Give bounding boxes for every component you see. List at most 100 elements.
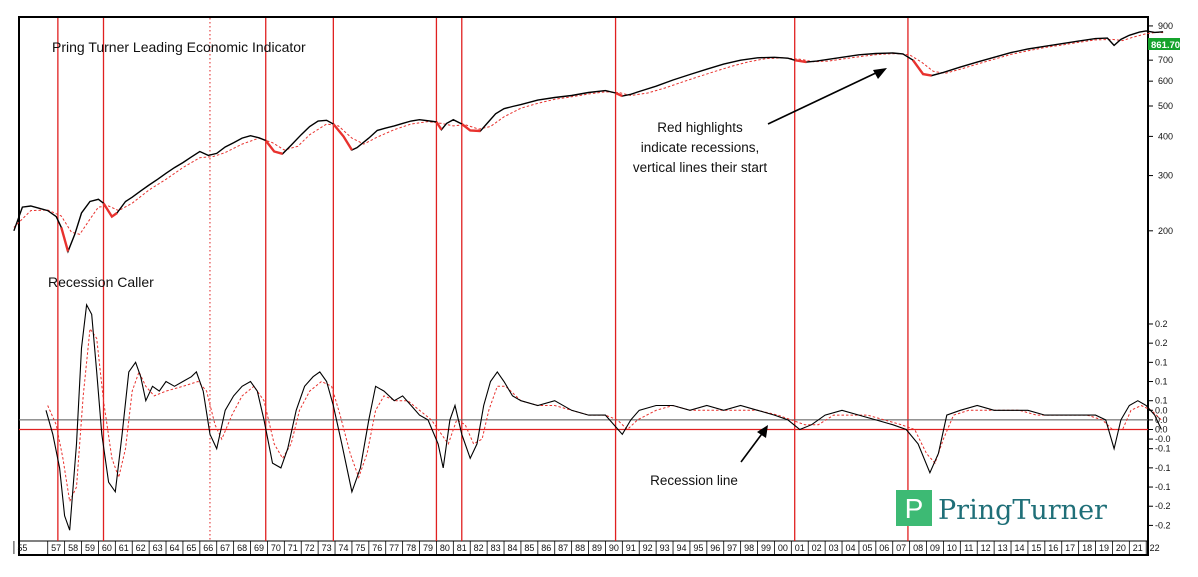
- recession-caller-panel: [19, 302, 1162, 531]
- x-tick-label-26: 82: [474, 543, 484, 553]
- x-tick-label-54: 10: [947, 543, 957, 553]
- caller-y-tick-label-0: 0.2: [1155, 319, 1168, 329]
- indicator-y-axis: 200300400500600700800900: [1148, 21, 1173, 236]
- x-tick-label-17: 73: [322, 543, 332, 553]
- caller-y-tick-label-8: -0.0: [1155, 434, 1171, 444]
- recession-caller-title: Recession Caller: [48, 274, 154, 290]
- caller-y-tick-label-5: 0.0: [1155, 405, 1168, 415]
- annotation-line-3: vertical lines their start: [633, 160, 768, 175]
- recession-highlight-8: [912, 59, 932, 77]
- indicator-y-tick-label-0: 200: [1158, 226, 1173, 236]
- annotation-arrow-head: [873, 68, 887, 79]
- x-tick-label-19: 75: [355, 543, 365, 553]
- x-tick-label-50: 06: [879, 543, 889, 553]
- recession-line-label: Recession line: [650, 473, 738, 488]
- x-tick-label-33: 89: [592, 543, 602, 553]
- x-tick-label-57: 13: [998, 543, 1008, 553]
- plot-frame: [18, 16, 1149, 556]
- x-tick-label-48: 04: [845, 543, 855, 553]
- x-tick-label-2: 58: [68, 543, 78, 553]
- x-tick-label-16: 72: [305, 543, 315, 553]
- x-tick-label-49: 05: [862, 543, 872, 553]
- x-tick-label-8: 64: [169, 543, 179, 553]
- recession-line-annotation: Recession line: [650, 425, 768, 488]
- x-tick-label-1: 57: [51, 543, 61, 553]
- x-tick-label-24: 80: [440, 543, 450, 553]
- x-tick-label-65: 21: [1133, 543, 1143, 553]
- x-tick-label-36: 92: [643, 543, 653, 553]
- recession-line-arrow-head: [757, 425, 768, 438]
- x-tick-label-46: 02: [812, 543, 822, 553]
- x-tick-label-64: 20: [1116, 543, 1126, 553]
- x-tick-label-45: 01: [795, 543, 805, 553]
- indicator-moving-average-line: [13, 31, 1164, 235]
- x-tick-label-41: 97: [727, 543, 737, 553]
- recession-highlight-0: [60, 227, 70, 252]
- recession-highlight-2: [264, 139, 283, 155]
- caller-y-tick-label-10: -0.1: [1155, 463, 1171, 473]
- x-tick-label-10: 66: [203, 543, 213, 553]
- x-tick-label-34: 90: [609, 543, 619, 553]
- recession-start-lines: [57, 18, 909, 541]
- x-tick-label-51: 07: [896, 543, 906, 553]
- recession-caller-signal-line: [47, 327, 1162, 504]
- last-value-badge: 861.70: [1148, 38, 1180, 51]
- x-tick-label-3: 59: [85, 543, 95, 553]
- x-tick-label-39: 95: [693, 543, 703, 553]
- x-tick-label-42: 98: [744, 543, 754, 553]
- x-tick-label-18: 74: [338, 543, 348, 553]
- caller-y-tick-label-3: 0.1: [1155, 377, 1168, 387]
- recession-highlight-5: [461, 123, 481, 133]
- annotation-arrow-shaft: [767, 70, 881, 125]
- x-tick-label-62: 18: [1082, 543, 1092, 553]
- x-tick-label-52: 08: [913, 543, 923, 553]
- logo-wordmark: PringTurner: [938, 495, 1107, 526]
- x-tick-label-25: 81: [457, 543, 467, 553]
- caller-y-tick-label-13: -0.2: [1155, 520, 1171, 530]
- x-tick-label-63: 19: [1099, 543, 1109, 553]
- indicator-title: Pring Turner Leading Economic Indicator: [52, 39, 306, 55]
- last-value-background: [1148, 38, 1180, 50]
- x-tick-label-20: 76: [372, 543, 382, 553]
- x-tick-label-6: 62: [136, 543, 146, 553]
- x-tick-label-32: 88: [575, 543, 585, 553]
- x-tick-label-23: 79: [423, 543, 433, 553]
- recession-highlight-1: [102, 202, 118, 219]
- indicator-panel: [13, 30, 1164, 254]
- recession-line-arrow-shaft: [740, 430, 765, 463]
- indicator-y-tick-label-3: 500: [1158, 101, 1173, 111]
- caller-y-tick-label-2: 0.1: [1155, 357, 1168, 367]
- annotation-line-1: Red highlights: [657, 120, 743, 135]
- indicator-y-tick-label-7: 900: [1158, 21, 1173, 31]
- x-tick-label-43: 99: [761, 543, 771, 553]
- recession-highlight-6: [615, 91, 623, 98]
- x-tick-label-47: 03: [829, 543, 839, 553]
- x-tick-label-13: 69: [254, 543, 264, 553]
- x-tick-label-0: 55: [17, 543, 27, 553]
- year-axis: 55 57 58 59 60 61 62 63 64 65 66 67 68 69 70 71 72 73 74 75…: [13, 541, 1160, 554]
- caller-y-tick-label-1: 0.2: [1155, 338, 1168, 348]
- x-tick-label-27: 83: [491, 543, 501, 553]
- x-tick-label-21: 77: [389, 543, 399, 553]
- x-tick-label-60: 16: [1048, 543, 1058, 553]
- indicator-y-tick-label-5: 700: [1158, 55, 1173, 65]
- x-tick-label-15: 71: [288, 543, 298, 553]
- x-tick-label-59: 15: [1031, 543, 1041, 553]
- x-tick-label-7: 63: [153, 543, 163, 553]
- caller-y-tick-label-9: -0.1: [1155, 444, 1171, 454]
- caller-y-tick-label-12: -0.2: [1155, 501, 1171, 511]
- last-value-label: 861.70: [1151, 40, 1180, 51]
- x-tick-label-66: 22: [1150, 543, 1160, 553]
- recessions-annotation: Red highlights indicate recessions, vert…: [633, 68, 887, 175]
- x-tick-label-9: 65: [186, 543, 196, 553]
- x-tick-label-37: 93: [660, 543, 670, 553]
- recession-caller-y-axis: 0.20.20.10.10.10.00.00.0-0.0-0.1-0.1-0.1…: [1148, 319, 1171, 530]
- indicator-y-tick-label-2: 400: [1158, 131, 1173, 141]
- x-tick-label-29: 85: [524, 543, 534, 553]
- recession-highlight-4: [435, 121, 443, 131]
- indicator-y-tick-label-1: 300: [1158, 171, 1173, 181]
- caller-y-tick-label-6: 0.0: [1155, 415, 1168, 425]
- x-tick-label-61: 17: [1065, 543, 1075, 553]
